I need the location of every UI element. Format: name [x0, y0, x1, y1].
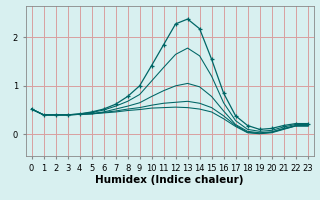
- X-axis label: Humidex (Indice chaleur): Humidex (Indice chaleur): [95, 175, 244, 185]
